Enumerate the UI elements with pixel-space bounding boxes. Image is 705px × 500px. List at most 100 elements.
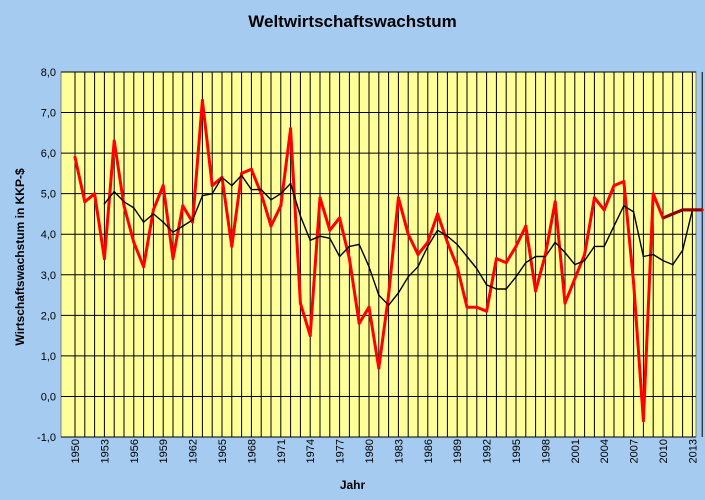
data-point-red — [377, 366, 381, 370]
data-point-black — [436, 229, 439, 231]
data-point-red — [347, 257, 351, 261]
y-tick-label: 7,0 — [41, 108, 56, 120]
y-tick-label: 2,0 — [41, 310, 56, 322]
x-tick-label: 1995 — [511, 439, 523, 463]
x-tick-label: 1992 — [482, 439, 494, 463]
data-point-red — [622, 180, 626, 183]
data-point-black — [319, 235, 321, 237]
data-point-black — [103, 203, 106, 205]
x-tick-label: 1977 — [335, 439, 347, 463]
data-point-black — [221, 176, 223, 179]
data-point-red — [504, 261, 508, 265]
data-point-red — [465, 305, 469, 309]
data-point-red — [602, 208, 606, 212]
x-tick-label: 1971 — [276, 439, 288, 463]
data-point-red — [93, 192, 97, 196]
data-point-black — [407, 276, 410, 278]
x-tick-label: 1950 — [70, 439, 82, 463]
data-point-red — [102, 257, 106, 261]
data-point-red — [514, 244, 518, 248]
data-point-red — [269, 224, 273, 228]
data-point-red — [573, 277, 577, 281]
data-point-red — [416, 253, 420, 256]
data-point-red — [455, 265, 459, 269]
data-point-red — [367, 305, 371, 309]
chart-title: Weltwirtschaftswachstum — [248, 12, 457, 31]
data-point-black — [260, 188, 263, 191]
data-point-red — [308, 334, 312, 338]
data-point-black — [358, 243, 361, 246]
data-point-black — [397, 292, 400, 294]
data-point-red — [83, 200, 87, 204]
data-point-black — [534, 255, 537, 258]
data-point-red — [553, 200, 557, 204]
data-point-black — [250, 188, 253, 191]
data-point-red — [191, 220, 195, 224]
data-point-black — [309, 239, 312, 242]
data-point-black — [485, 284, 488, 286]
data-point-black — [211, 192, 213, 195]
data-point-black — [456, 243, 459, 246]
data-point-red — [612, 184, 616, 188]
y-tick-label: -1,0 — [37, 432, 56, 444]
data-point-red — [651, 192, 655, 196]
data-point-black — [368, 265, 370, 268]
data-point-black — [632, 211, 635, 213]
data-point-red — [543, 253, 547, 256]
x-tick-label: 1965 — [217, 439, 229, 463]
data-point-black — [123, 201, 125, 203]
data-point-red — [132, 240, 136, 244]
y-tick-label: 5,0 — [41, 189, 56, 201]
data-point-black — [672, 263, 674, 266]
data-point-black — [476, 267, 478, 270]
x-tick-label: 1986 — [423, 439, 435, 463]
data-point-black — [201, 194, 204, 197]
data-point-red — [592, 196, 596, 200]
x-tick-label: 1959 — [158, 439, 170, 463]
data-point-black — [544, 255, 547, 258]
data-point-red — [171, 257, 175, 261]
y-tick-label: 6,0 — [41, 148, 56, 160]
data-point-red — [259, 192, 263, 196]
data-point-black — [231, 184, 233, 187]
data-point-red — [583, 253, 587, 256]
data-point-black — [133, 207, 135, 209]
data-point-red — [641, 419, 645, 423]
x-tick-label: 1980 — [364, 439, 376, 463]
data-point-black — [554, 241, 556, 244]
data-point-black — [495, 288, 498, 290]
data-point-black — [113, 190, 115, 193]
data-point-red — [485, 309, 489, 313]
data-point-black — [417, 265, 419, 268]
data-point-black — [280, 192, 282, 195]
data-point-red — [249, 167, 253, 171]
data-point-black — [289, 182, 292, 185]
x-tick-label: 2010 — [658, 439, 670, 463]
data-point-red — [298, 301, 302, 305]
data-point-red — [563, 301, 567, 305]
data-point-red — [632, 281, 636, 285]
data-point-red — [161, 184, 165, 188]
data-point-red — [426, 240, 430, 244]
data-point-red — [200, 98, 204, 102]
y-tick-label: 1,0 — [41, 351, 56, 363]
data-point-black — [564, 251, 566, 254]
y-tick-label: 0,0 — [41, 391, 56, 403]
data-point-red — [318, 196, 322, 200]
data-point-red — [73, 155, 77, 159]
x-tick-label: 2013 — [687, 439, 699, 463]
series-line-dark-segment — [662, 208, 703, 220]
data-point-red — [445, 240, 449, 244]
data-point-red — [328, 228, 332, 232]
data-point-black — [593, 245, 596, 248]
x-tick-label: 1989 — [452, 439, 464, 463]
data-point-red — [230, 244, 234, 248]
data-point-black — [299, 215, 302, 217]
x-tick-label: 2004 — [599, 439, 611, 463]
data-point-red — [142, 265, 146, 269]
x-tick-label: 1998 — [540, 439, 552, 463]
x-tick-label: 1956 — [129, 439, 141, 463]
data-point-black — [182, 225, 184, 227]
x-tick-label: 1962 — [188, 439, 200, 463]
data-point-black — [378, 294, 380, 296]
